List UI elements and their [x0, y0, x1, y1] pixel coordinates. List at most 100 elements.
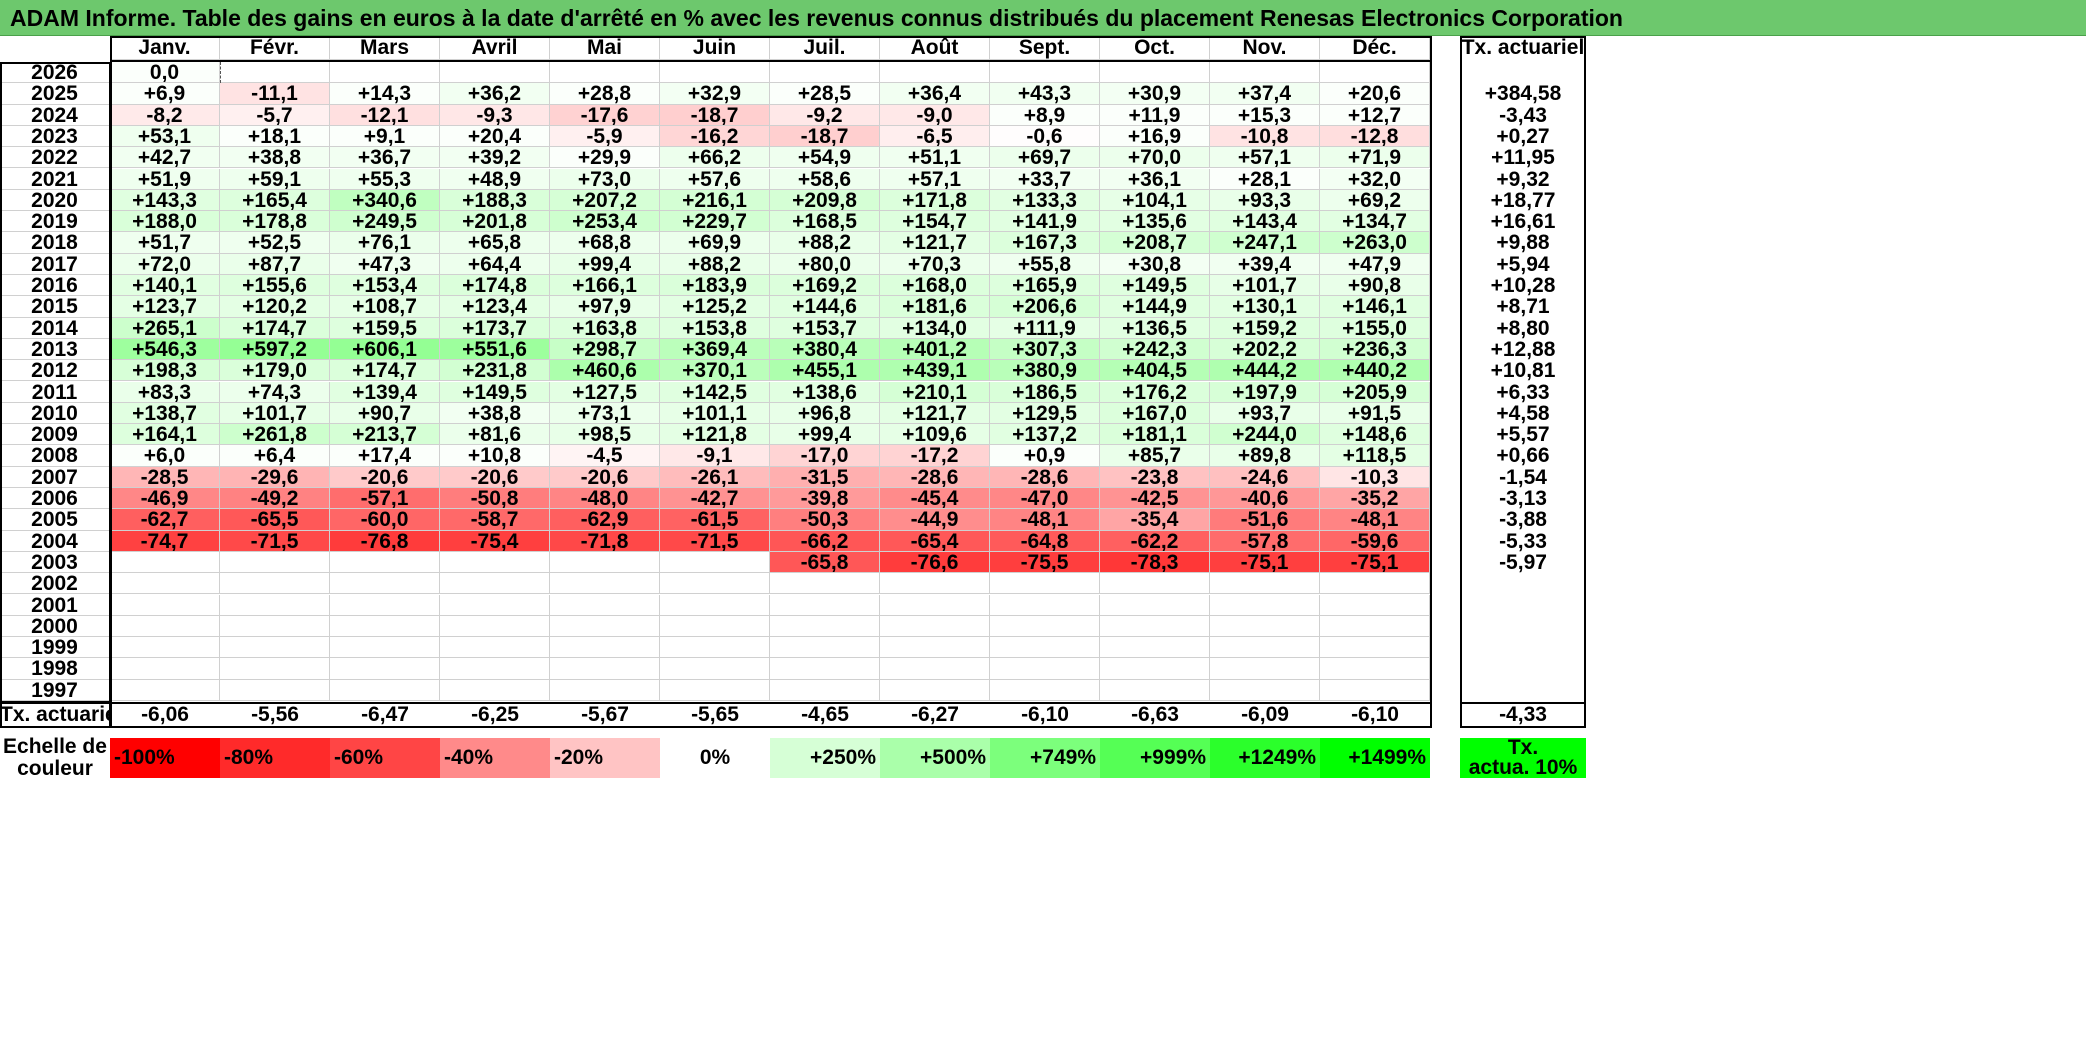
value-cell: -20,6: [330, 466, 440, 488]
value-cell: [220, 62, 330, 84]
year-label: 2024: [0, 104, 110, 126]
value-cell: [880, 615, 990, 638]
value-cell: -65,8: [770, 551, 880, 574]
value-cell: -6,5: [880, 125, 990, 148]
value-cell: +146,1: [1320, 296, 1430, 318]
value-cell: +28,5: [770, 83, 880, 105]
year-label: 2006: [0, 488, 110, 510]
value-cell: +11,9: [1100, 104, 1210, 126]
footer-value: -5,56: [251, 703, 299, 726]
value-cell: +208,7: [1100, 232, 1210, 254]
value-cell: +138,7: [110, 402, 220, 425]
rate-cell: +11,95: [1491, 147, 1555, 169]
value-cell: +253,4: [550, 211, 660, 233]
value-cell: -28,6: [990, 466, 1100, 488]
rate-cell: +12,88: [1490, 338, 1556, 361]
value-cell: +181,6: [880, 296, 990, 318]
value-cell: +134,0: [880, 317, 990, 339]
value-cell: [440, 615, 550, 638]
value-cell: +32,9: [660, 83, 770, 105]
year-label: 2004: [0, 530, 110, 552]
value-cell: +164,1: [110, 424, 220, 446]
value-cell: -12,8: [1320, 125, 1430, 148]
value-cell: [770, 62, 880, 84]
value-cell: +6,4: [220, 445, 330, 467]
value-cell: +173,7: [440, 317, 550, 339]
value-cell: [330, 594, 440, 616]
value-cell: +460,6: [550, 360, 660, 382]
value-cell: +133,3: [990, 189, 1100, 212]
rate-cell: +10,81: [1490, 360, 1556, 382]
value-cell: [990, 594, 1100, 616]
value-cell: +48,9: [440, 168, 550, 190]
value-cell: +207,2: [550, 189, 660, 212]
value-cell: +69,2: [1320, 189, 1430, 212]
value-cell: +188,3: [440, 189, 550, 212]
value-cell: +148,6: [1320, 424, 1430, 446]
rate-cell: +16,61: [1490, 211, 1556, 233]
value-cell: [1210, 573, 1320, 595]
value-cell: +83,3: [110, 381, 220, 403]
year-label: 2013: [0, 338, 110, 361]
value-cell: [110, 551, 220, 574]
value-cell: -76,6: [880, 551, 990, 574]
year-label: 2021: [0, 168, 110, 190]
value-cell: +38,8: [220, 147, 330, 169]
value-cell: +101,7: [1210, 275, 1320, 297]
value-cell: +10,8: [440, 445, 550, 467]
value-cell: [550, 62, 660, 84]
rate-cell: -3,88: [1499, 509, 1547, 531]
month-header: Nov.: [1210, 36, 1320, 60]
rate-cell: +8,80: [1496, 317, 1550, 339]
value-cell: -18,7: [660, 104, 770, 126]
value-cell: +546,3: [110, 338, 220, 361]
value-cell: [110, 594, 220, 616]
value-cell: +85,7: [1100, 445, 1210, 467]
year-label: 2002: [0, 573, 110, 595]
value-cell: [660, 637, 770, 659]
value-cell: -48,0: [550, 488, 660, 510]
rate-cell: +384,58: [1484, 83, 1562, 105]
value-cell: -28,6: [880, 466, 990, 488]
value-cell: +76,1: [330, 232, 440, 254]
value-cell: +70,3: [880, 253, 990, 275]
value-cell: +153,4: [330, 275, 440, 297]
value-cell: [110, 615, 220, 638]
value-cell: +134,7: [1320, 211, 1430, 233]
value-cell: +169,2: [770, 275, 880, 297]
value-cell: +159,2: [1210, 317, 1320, 339]
value-cell: -35,2: [1320, 488, 1430, 510]
value-cell: [1210, 658, 1320, 680]
value-cell: +249,5: [330, 211, 440, 233]
value-cell: +439,1: [880, 360, 990, 382]
rate-cell: -5,97: [1499, 551, 1547, 574]
value-cell: +138,6: [770, 381, 880, 403]
rate-cell: +0,27: [1496, 125, 1550, 148]
value-cell: +121,7: [880, 232, 990, 254]
value-cell: -4,5: [550, 445, 660, 467]
value-cell: [1100, 62, 1210, 84]
value-cell: -50,3: [770, 509, 880, 531]
value-cell: +144,9: [1100, 296, 1210, 318]
value-cell: +96,8: [770, 402, 880, 425]
value-cell: +6,0: [110, 445, 220, 467]
legend-label: Echelle de couleur: [0, 736, 110, 780]
value-cell: +125,2: [660, 296, 770, 318]
value-cell: +108,7: [330, 296, 440, 318]
rate-cell: +0,66: [1496, 445, 1550, 467]
month-header: Mars: [330, 36, 440, 60]
value-cell: -17,6: [550, 104, 660, 126]
value-cell: [990, 615, 1100, 638]
rate-cell: +6,33: [1496, 381, 1550, 403]
rate-cell: -1,54: [1499, 466, 1547, 488]
value-cell: -20,6: [550, 466, 660, 488]
year-label: 1997: [0, 679, 110, 701]
value-cell: +73,1: [550, 402, 660, 425]
value-cell: -50,8: [440, 488, 550, 510]
value-cell: +36,7: [330, 147, 440, 169]
value-cell: +171,8: [880, 189, 990, 212]
value-cell: -62,7: [110, 509, 220, 531]
value-cell: +186,5: [990, 381, 1100, 403]
value-cell: +370,1: [660, 360, 770, 382]
value-cell: +244,0: [1210, 424, 1320, 446]
